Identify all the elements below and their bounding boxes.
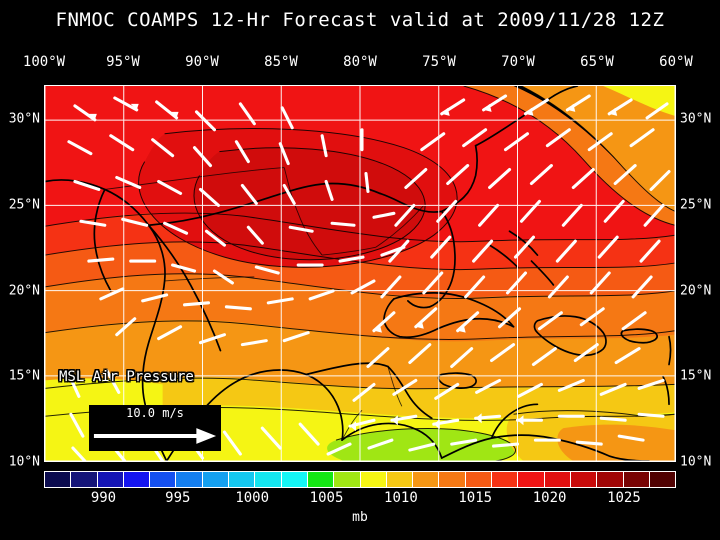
wind-vectors (67, 94, 671, 461)
latitude-tick-right-2: 20°N (680, 283, 712, 299)
latitude-tick-left-4: 10°N (8, 454, 40, 470)
colorbar-swatch-2 (97, 472, 124, 487)
wind-scale-arrow-icon (93, 428, 217, 444)
colorbar-swatch-19 (544, 472, 571, 487)
wind-scale-legend: 10.0 m/s (89, 405, 221, 451)
colorbar-swatch-10 (307, 472, 335, 487)
colorbar-tick-2: 1000 (235, 490, 270, 506)
latitude-tick-left-1: 25°N (8, 197, 40, 213)
colorbar-swatch-4 (150, 472, 177, 487)
map-plot-area[interactable]: MSL Air Pressure 10.0 m/s (44, 85, 676, 462)
latitude-tick-right-4: 10°N (680, 454, 712, 470)
colorbar-swatch-21 (597, 472, 624, 487)
latitude-axis-right: 30°N 25°N 20°N 15°N 10°N (676, 85, 720, 470)
colorbar-swatch-20 (570, 472, 598, 487)
longitude-tick-7: 65°W (580, 54, 614, 70)
colorbar-swatch-11 (334, 472, 361, 487)
colorbar-swatch-3 (123, 472, 151, 487)
colorbar-swatch-12 (360, 472, 387, 487)
latitude-axis-left: 30°N 25°N 20°N 15°N 10°N (0, 85, 44, 470)
longitude-tick-4: 80°W (343, 54, 377, 70)
longitude-tick-2: 90°W (185, 54, 219, 70)
colorbar-swatch-13 (386, 472, 414, 487)
colorbar-swatch-17 (492, 472, 519, 487)
longitude-axis: 100°W 95°W 90°W 85°W 80°W 75°W 70°W 65°W 60°W (23, 54, 693, 72)
colorbar-swatch-0 (45, 472, 72, 487)
map-gridlines (45, 86, 675, 461)
colorbar-swatch-15 (439, 472, 466, 487)
wind-scale-label: 10.0 m/s (126, 406, 184, 420)
colorbar-tick-4: 1010 (384, 490, 418, 506)
longitude-tick-3: 85°W (264, 54, 298, 70)
longitude-tick-5: 75°W (422, 54, 456, 70)
colorbar-tick-0: 990 (90, 490, 117, 506)
colorbar-tick-6: 1020 (532, 490, 567, 506)
colorbar-tick-3: 1005 (309, 490, 344, 506)
latitude-tick-right-3: 15°N (680, 368, 712, 384)
colorbar-swatch-23 (649, 472, 676, 487)
longitude-tick-6: 70°W (501, 54, 535, 70)
longitude-tick-1: 95°W (106, 54, 140, 70)
colorbar-swatch-1 (71, 472, 98, 487)
latitude-tick-left-2: 20°N (8, 283, 40, 299)
colorbar-tick-7: 1025 (607, 490, 641, 506)
colorbar[interactable] (44, 471, 676, 488)
latitude-tick-right-1: 25°N (680, 197, 712, 213)
colorbar-swatch-14 (413, 472, 440, 487)
colorbar-swatch-9 (281, 472, 308, 487)
colorbar-unit-label: mb (352, 510, 368, 525)
map-canvas (45, 86, 675, 461)
colorbar-swatch-7 (229, 472, 256, 487)
longitude-tick-8: 60°W (659, 54, 693, 70)
colorbar-swatch-16 (465, 472, 493, 487)
colorbar-swatch-8 (255, 472, 282, 487)
longitude-tick-0: 100°W (22, 54, 66, 70)
latitude-tick-left-3: 15°N (8, 368, 40, 384)
colorbar-swatch-18 (518, 472, 545, 487)
colorbar-tick-1: 995 (165, 490, 191, 506)
colorbar-tick-labels: 990 995 1000 1005 1010 1015 1020 1025 (44, 490, 676, 510)
page-title: FNMOC COAMPS 12-Hr Forecast valid at 200… (55, 9, 665, 31)
colorbar-swatch-5 (176, 472, 203, 487)
colorbar-tick-5: 1015 (458, 490, 493, 506)
latitude-tick-right-0: 30°N (680, 111, 712, 127)
colorbar-swatch-6 (202, 472, 230, 487)
colorbar-swatch-22 (623, 472, 650, 487)
latitude-tick-left-0: 30°N (8, 111, 40, 127)
